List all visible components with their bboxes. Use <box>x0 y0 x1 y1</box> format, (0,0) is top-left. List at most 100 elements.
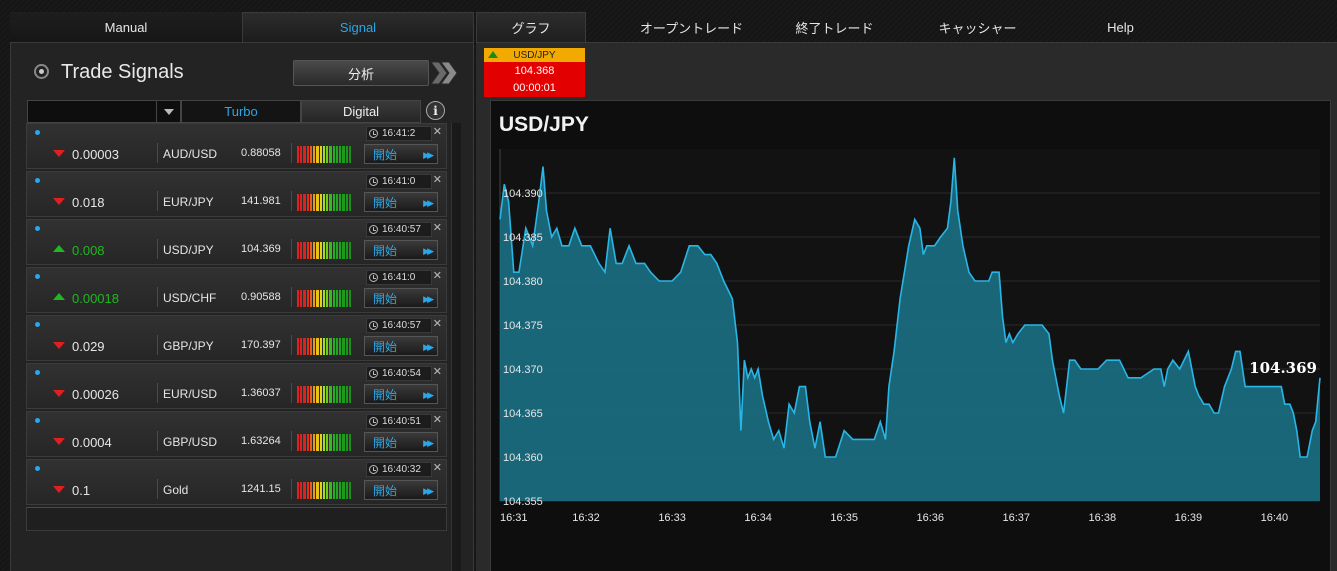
start-button[interactable]: 開始 ▶▶ <box>364 144 438 164</box>
signal-value: 0.1 <box>72 483 91 498</box>
close-icon[interactable]: ✕ <box>432 414 442 426</box>
signal-row: ✕ 16:40:51 0.0004 GBP/USD 1.63264 開始 ▶▶ <box>26 411 447 457</box>
current-price-label: 104.369 <box>1249 359 1317 377</box>
tab-turbo[interactable]: Turbo <box>181 100 301 123</box>
chevron-down-icon[interactable] <box>156 101 180 122</box>
tab-digital[interactable]: Digital <box>301 100 421 123</box>
start-button[interactable]: 開始 ▶▶ <box>364 288 438 308</box>
signal-time: 16:40:32 <box>382 464 421 475</box>
asset-ticker[interactable]: USD/JPY 104.368 00:00:01 <box>484 48 585 97</box>
divider <box>157 479 158 499</box>
arrow-down-icon <box>53 390 65 397</box>
close-icon[interactable]: ✕ <box>432 318 442 330</box>
x-tick-label: 16:40 <box>1261 512 1289 524</box>
signal-row: ✕ 16:40:32 0.1 Gold 1241.15 開始 ▶▶ <box>26 459 447 505</box>
close-icon[interactable]: ✕ <box>432 366 442 378</box>
strength-meter-icon <box>297 482 351 499</box>
signal-time: 16:40:51 <box>382 416 421 427</box>
signal-pair: Gold <box>163 483 189 497</box>
arrow-down-icon <box>53 486 65 493</box>
analysis-button[interactable]: 分析 <box>293 60 429 86</box>
start-button[interactable]: 開始 ▶▶ <box>364 240 438 260</box>
double-chevron-right-icon: ▶▶ <box>423 246 434 256</box>
signal-time: 16:40:54 <box>382 368 421 379</box>
tab-graph[interactable]: グラフ <box>476 12 586 42</box>
signal-pair: USD/JPY <box>163 243 214 257</box>
signal-row: ✕ 16:41:2 0.00003 AUD/USD 0.88058 開始 ▶▶ <box>26 123 447 169</box>
ticker-header: USD/JPY <box>484 48 585 62</box>
signal-row: ✕ 16:40:57 0.008 USD/JPY 104.369 開始 ▶▶ <box>26 219 447 265</box>
scrollbar[interactable] <box>451 123 461 571</box>
signal-time: 16:40:57 <box>382 320 421 331</box>
y-tick-label: 104.355 <box>503 496 543 508</box>
signal-value: 0.029 <box>72 339 105 354</box>
signal-expiry: 16:40:57 <box>366 222 432 237</box>
close-icon[interactable]: ✕ <box>432 222 442 234</box>
tab-open-trades[interactable]: オープントレード <box>639 20 744 36</box>
signal-pair: GBP/JPY <box>163 339 214 353</box>
start-button[interactable]: 開始 ▶▶ <box>364 336 438 356</box>
signal-time: 16:41:0 <box>382 272 416 283</box>
chart-title: USD/JPY <box>499 113 589 136</box>
signal-price: 141.981 <box>241 195 281 207</box>
arrow-up-icon <box>53 293 65 300</box>
double-chevron-right-icon: ▶▶ <box>423 438 434 448</box>
close-icon[interactable]: ✕ <box>432 270 442 282</box>
close-icon[interactable]: ✕ <box>432 174 442 186</box>
divider <box>157 431 158 451</box>
chevrons-right-icon[interactable] <box>429 60 459 86</box>
arrow-down-icon <box>53 150 65 157</box>
asset-filter-select[interactable] <box>27 100 181 123</box>
y-tick-label: 104.360 <box>503 452 543 464</box>
strength-meter-icon <box>297 290 351 307</box>
signal-pair: USD/CHF <box>163 291 217 305</box>
signal-price: 0.88058 <box>241 147 281 159</box>
start-label: 開始 <box>373 339 398 354</box>
clock-icon <box>369 225 378 234</box>
price-area <box>500 157 1320 502</box>
tab-help[interactable]: Help <box>1107 19 1134 35</box>
signal-value: 0.00026 <box>72 387 119 402</box>
divider <box>291 383 292 403</box>
arrow-up-icon <box>488 51 498 58</box>
radio-icon[interactable] <box>34 64 49 79</box>
divider <box>157 335 158 355</box>
close-icon[interactable]: ✕ <box>432 462 442 474</box>
signal-row: ✕ 16:40:57 0.029 GBP/JPY 170.397 開始 ▶▶ <box>26 315 447 361</box>
start-button[interactable]: 開始 ▶▶ <box>364 384 438 404</box>
y-tick-label: 104.385 <box>503 232 543 244</box>
strength-meter-icon <box>297 146 351 163</box>
divider <box>157 143 158 163</box>
signal-expiry: 16:41:0 <box>366 270 432 285</box>
signal-time: 16:40:57 <box>382 224 421 235</box>
signal-expiry: 16:40:54 <box>366 366 432 381</box>
double-chevron-right-icon: ▶▶ <box>423 342 434 352</box>
signal-price: 170.397 <box>241 339 281 351</box>
tab-signal[interactable]: Signal <box>242 12 474 42</box>
double-chevron-right-icon: ▶▶ <box>423 486 434 496</box>
start-button[interactable]: 開始 ▶▶ <box>364 480 438 500</box>
strength-meter-icon <box>297 434 351 451</box>
tab-closed-trades[interactable]: 終了トレード <box>795 20 874 36</box>
divider <box>157 383 158 403</box>
signal-value: 0.00018 <box>72 291 119 306</box>
x-tick-label: 16:31 <box>500 512 528 524</box>
start-label: 開始 <box>373 195 398 210</box>
tab-manual[interactable]: Manual <box>10 12 242 42</box>
status-dot <box>35 466 40 471</box>
start-button[interactable]: 開始 ▶▶ <box>364 432 438 452</box>
divider <box>291 287 292 307</box>
signal-value: 0.018 <box>72 195 105 210</box>
start-button[interactable]: 開始 ▶▶ <box>364 192 438 212</box>
clock-icon <box>369 129 378 138</box>
status-dot <box>35 130 40 135</box>
start-label: 開始 <box>373 483 398 498</box>
signal-value: 0.00003 <box>72 147 119 162</box>
start-label: 開始 <box>373 147 398 162</box>
clock-icon <box>369 465 378 474</box>
info-icon[interactable]: i <box>426 101 445 120</box>
signal-price: 1.36037 <box>241 387 281 399</box>
close-icon[interactable]: ✕ <box>432 126 442 138</box>
tab-cashier[interactable]: キャッシャー <box>938 20 1017 36</box>
status-dot <box>35 370 40 375</box>
